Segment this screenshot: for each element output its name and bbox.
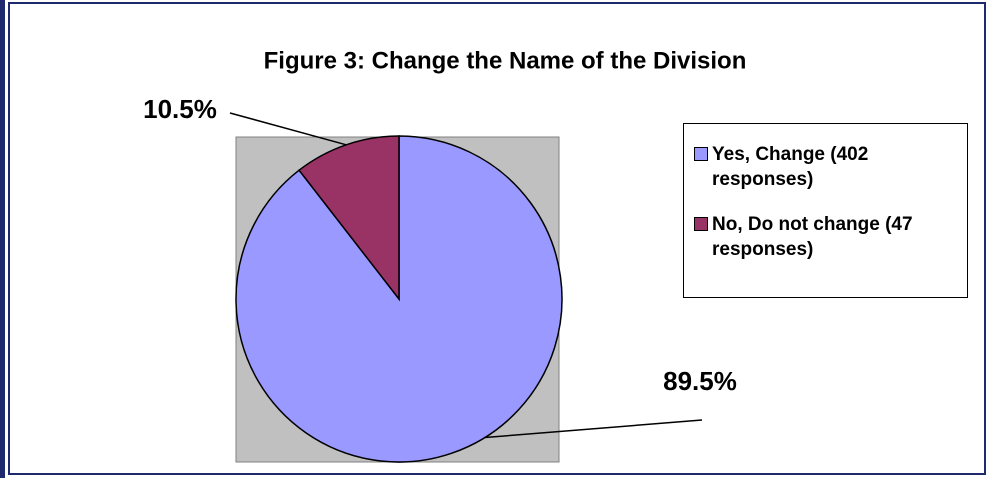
legend-label: No, Do not change (47 responses) [712, 214, 913, 260]
pie-slice [298, 135, 400, 302]
frame [8, 2, 986, 475]
data-label: 10.5% [143, 94, 217, 124]
frame-left [0, 0, 5, 478]
legend-entry: Yes, Change (402 responses) [694, 142, 957, 192]
legend-swatch [694, 147, 708, 161]
legend-label: Yes, Change (402 responses) [712, 144, 869, 190]
leader-line [229, 112, 347, 146]
pie-slice [235, 135, 563, 463]
legend-swatch [694, 217, 708, 231]
data-label: 89.5% [663, 366, 737, 396]
leader-line [484, 419, 703, 439]
legend: Yes, Change (402 responses) No, Do not ch… [683, 123, 968, 298]
legend-entry: No, Do not change (47 responses) [694, 212, 957, 262]
chart-title: Figure 3: Change the Name of the Divisio… [264, 47, 747, 74]
